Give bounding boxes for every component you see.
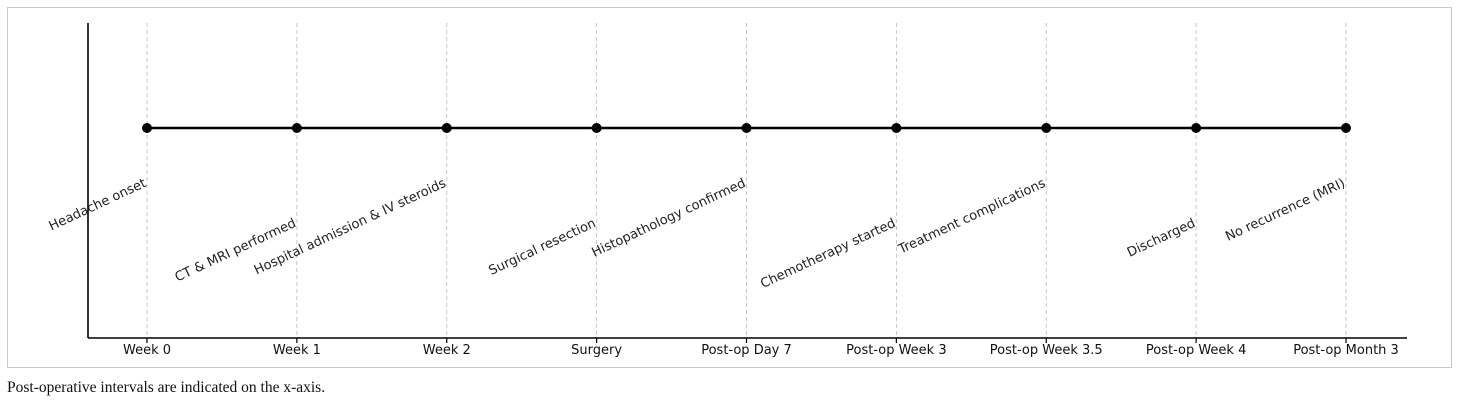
gridlines bbox=[146, 23, 1347, 338]
event-label: Headache onset bbox=[47, 176, 149, 234]
event-marker bbox=[1191, 123, 1202, 133]
markers bbox=[142, 123, 1351, 133]
event-marker bbox=[891, 123, 902, 133]
event-label: Treatment complications bbox=[895, 176, 1048, 258]
x-tick-label: Surgery bbox=[571, 343, 622, 358]
event-marker bbox=[142, 123, 152, 133]
tick-labels: Week 0 Week 1 Week 2 Surgery Post-op Day 7 Po… bbox=[123, 343, 1399, 358]
event-marker bbox=[591, 123, 602, 133]
x-tick-label: Post-op Week 4 bbox=[1146, 343, 1247, 358]
x-ticks bbox=[146, 338, 1347, 343]
event-marker bbox=[1041, 123, 1052, 133]
x-tick-label: Week 2 bbox=[423, 343, 471, 358]
x-tick-label: Post-op Day 7 bbox=[701, 343, 792, 358]
figure-caption: Post-operative intervals are indicated o… bbox=[7, 379, 326, 396]
x-tick-label: Post-op Week 3.5 bbox=[990, 343, 1103, 358]
event-label: No recurrence (MRI) bbox=[1223, 176, 1347, 245]
event-marker bbox=[441, 123, 452, 133]
figure-frame bbox=[7, 7, 1452, 368]
event-label: Histopathology confirmed bbox=[590, 176, 749, 261]
event-marker bbox=[741, 123, 752, 133]
x-tick-label: Week 0 bbox=[123, 343, 171, 358]
x-tick-label: Post-op Month 3 bbox=[1293, 343, 1399, 358]
event-label: Chemotherapy started bbox=[758, 216, 898, 292]
event-label: Discharged bbox=[1125, 216, 1198, 261]
x-tick-label: Week 1 bbox=[273, 343, 321, 358]
event-marker bbox=[291, 123, 302, 133]
x-tick-label: Post-op Week 3 bbox=[846, 343, 947, 358]
event-marker bbox=[1341, 123, 1351, 133]
event-label: Surgical resection bbox=[487, 216, 599, 279]
